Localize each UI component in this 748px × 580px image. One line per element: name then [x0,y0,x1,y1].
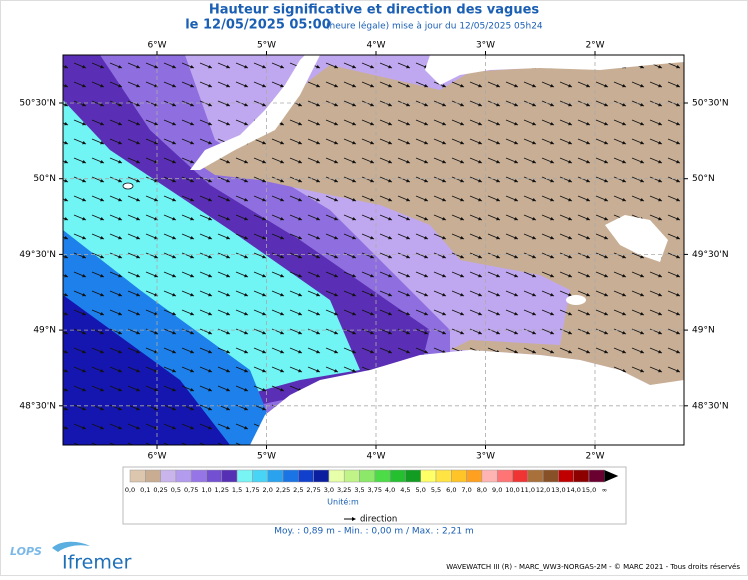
legend-swatch [313,469,330,483]
legend-swatch [389,469,406,483]
lat-label-right: 49°N [692,326,715,336]
legend-label: 15,0 [582,486,596,494]
legend-swatch [481,469,498,483]
legend-label: 6,0 [446,486,456,494]
lat-label-left: 50°N [33,174,56,184]
legend-label: 0,75 [184,486,198,494]
lat-label-left: 48°30'N [19,401,56,411]
legend-swatch [496,469,513,483]
legend-swatch [221,469,238,483]
legend-label: 5,0 [416,486,426,494]
footer: WAVEWATCH III (R) - MARC_WW3-NORGAS-2M -… [446,563,740,571]
legend-swatch [542,469,559,483]
legend-swatch [359,469,376,483]
legend-label: 4,0 [385,486,395,494]
lon-label-bottom: 2°W [585,452,604,462]
legend-label: 11,0 [521,486,535,494]
legend-label: 3,75 [368,486,382,494]
legend-label: 8,0 [477,486,487,494]
legend-label: 7,0 [461,486,471,494]
lat-label-right: 50°N [692,174,715,184]
legend-arrow [604,470,619,482]
legend-swatch [466,469,483,483]
stats: Moy. : 0,89 m - Min. : 0,00 m / Max. : 2… [274,527,473,537]
lon-label-bottom: 4°W [366,452,385,462]
logo-ifremer: Ifremer [62,552,132,574]
legend-label: ∞ [602,486,607,494]
legend-label: 9,0 [492,486,502,494]
map-border [62,54,685,446]
legend-label: 0,5 [171,486,181,494]
lon-label-bottom: 6°W [147,452,166,462]
legend-swatch [527,469,544,483]
direction: direction [360,515,397,525]
legend-label: 1,25 [215,486,229,494]
legend-label: 2,5 [293,486,303,494]
legend-swatch [343,469,360,483]
map [63,55,684,445]
legend-label: 1,5 [232,486,242,494]
legend-swatch [252,469,268,483]
logo-lops: LOPS [10,545,42,558]
legend-label: 3,25 [337,486,351,494]
legend-swatch [374,469,391,483]
date: le 12/05/2025 05:00 [185,18,331,33]
lat-label-left: 49°30'N [19,250,56,260]
legend-swatch [588,469,605,483]
legend-swatch [451,469,467,483]
legend-swatch [236,469,253,483]
legend-label: 0,1 [140,486,150,494]
legend-swatch [573,469,590,483]
lon-label-bottom: 3°W [476,452,495,462]
legend-label: 10,0 [505,486,519,494]
lon-label-top: 4°W [366,41,385,51]
legend-label: 14,0 [566,486,580,494]
legend-swatch [512,469,529,483]
legend-label: 3,0 [324,486,334,494]
legend-label: 5,5 [431,486,441,494]
legend-swatch [298,469,314,483]
lat-label-left: 49°N [33,326,56,336]
lon-label-top: 3°W [476,41,495,51]
lat-label-right: 49°30'N [692,250,729,260]
legend-swatch [160,469,177,483]
legend-swatch [420,469,437,483]
legend-swatch [129,469,146,483]
legend-swatch [206,469,223,483]
legend-swatch [558,469,574,483]
lon-label-top: 5°W [257,41,276,51]
legend-label: 0,25 [153,486,167,494]
update: (heure légale) mise à jour du 12/05/2025… [326,21,543,32]
legend-swatch [175,469,192,483]
legend-label: 12,0 [536,486,550,494]
legend-swatch [282,469,299,483]
direction-arrowhead [352,517,356,521]
legend-swatch [145,469,161,483]
legend-label: 2,25 [276,486,290,494]
legend-label: 13,0 [551,486,565,494]
legend-label: 1,0 [201,486,211,494]
logo-swoosh [52,541,90,552]
legend-swatch [405,469,421,483]
legend-swatch [435,469,452,483]
legend-label: 0,0 [125,486,135,494]
lon-label-top: 6°W [147,41,166,51]
legend-label: 1,75 [245,486,259,494]
lon-label-bottom: 5°W [257,452,276,462]
lon-label-top: 2°W [585,41,604,51]
legend-label: 2,0 [263,486,273,494]
unit: Unité:m [327,497,359,507]
legend-label: 4,5 [400,486,410,494]
legend-swatch [190,469,207,483]
legend-swatch [267,469,284,483]
lat-label-left: 50°30'N [19,99,56,109]
legend-swatch [328,469,345,483]
lat-label-right: 48°30'N [692,401,729,411]
lat-label-right: 50°30'N [692,99,729,109]
legend-label: 3,5 [354,486,364,494]
legend-label: 2,75 [306,486,320,494]
title: Hauteur significative et direction des v… [209,3,540,18]
